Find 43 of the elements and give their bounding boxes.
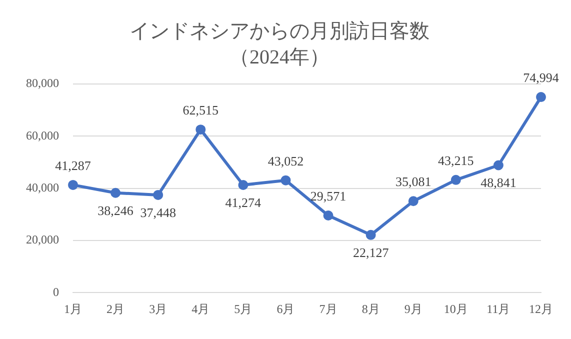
data-label: 22,127	[352, 244, 390, 260]
y-tick-label: 60,000	[26, 128, 59, 142]
x-tick-label: 10月	[444, 302, 468, 316]
data-label: 74,994	[523, 70, 560, 85]
chart-title: インドネシアからの月別訪日客数	[130, 20, 430, 42]
x-tick-label: 2月	[106, 302, 125, 316]
data-label: 48,841	[480, 175, 516, 190]
x-tick-label: 9月	[404, 302, 422, 316]
point	[450, 174, 461, 185]
data-label: 29,571	[310, 188, 346, 204]
data-label: 43,052	[268, 153, 304, 168]
point	[68, 180, 78, 190]
point	[366, 230, 376, 240]
point	[536, 92, 546, 102]
data-label: 38,246	[98, 202, 134, 218]
data-label: 37,448	[140, 204, 176, 220]
point	[153, 190, 164, 200]
x-tick-label: 4月	[192, 302, 210, 316]
x-tick-label: 12月	[529, 302, 553, 316]
point	[323, 210, 334, 220]
point	[238, 180, 248, 190]
y-tick-label: 0	[53, 284, 59, 299]
data-label: 41,274	[225, 194, 262, 210]
data-label: 35,081	[395, 174, 432, 190]
point	[408, 196, 418, 206]
point	[493, 160, 504, 170]
x-tick-label: 3月	[149, 302, 168, 316]
chart-subtitle: （2024年）	[230, 46, 330, 68]
point	[110, 188, 121, 198]
y-tick-label: 20,000	[26, 232, 59, 247]
data-label: 43,215	[438, 152, 474, 168]
point	[196, 124, 206, 135]
point	[280, 175, 291, 186]
x-tick-label: 5月	[234, 302, 252, 316]
data-label: 41,287	[55, 158, 92, 173]
y-tick-label: 80,000	[26, 76, 59, 90]
x-tick-label: 6月	[276, 302, 295, 316]
y-tick-label: 40,000	[26, 180, 59, 194]
x-tick-label: 1月	[64, 302, 82, 316]
x-tick-label: 8月	[362, 302, 380, 316]
data-label: 62,515	[182, 102, 219, 118]
x-tick-label: 7月	[319, 302, 338, 316]
x-tick-label: 11月	[486, 302, 510, 316]
